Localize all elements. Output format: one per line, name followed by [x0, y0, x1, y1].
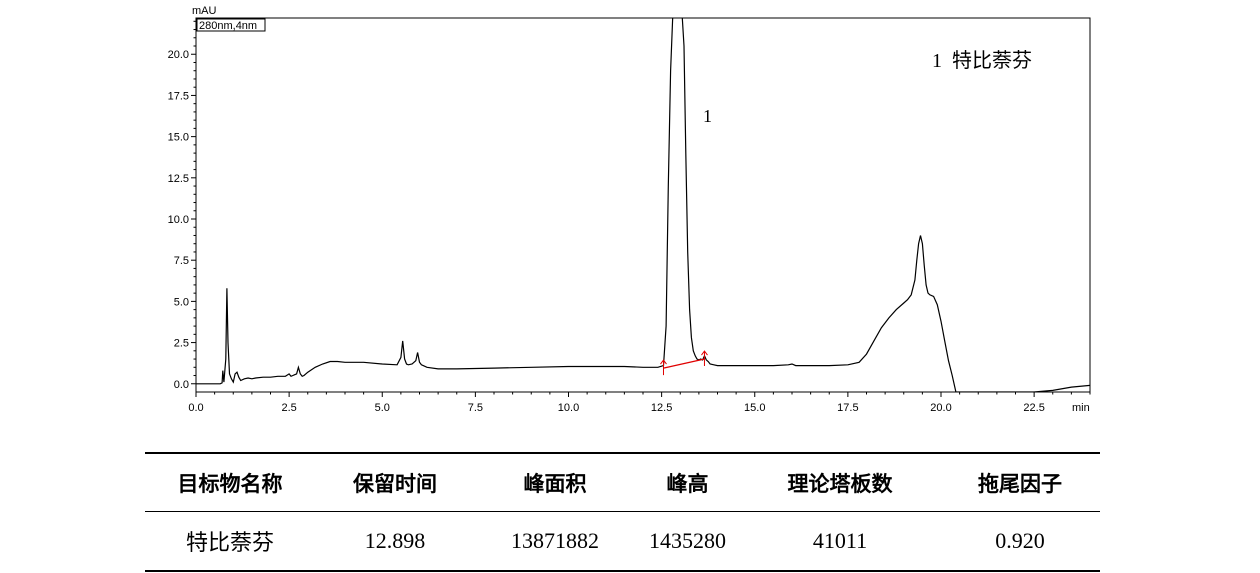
- header-peak-area: 峰面积: [475, 452, 635, 512]
- cell-peak-area: 13871882: [475, 511, 635, 572]
- y-tick-label: 15.0: [168, 132, 189, 144]
- x-tick-label: 12.5: [651, 402, 672, 414]
- x-tick-label: 15.0: [744, 402, 765, 414]
- chromatogram-chart: mAU 280nm,4nm min 0.0 2.5 5.0 7.5 10.0 12.5 15…: [168, 5, 1091, 414]
- header-tailing-factor: 拖尾因子: [940, 452, 1100, 512]
- header-theoretical-plates: 理论塔板数: [740, 452, 940, 512]
- y-ticks: 0.0 2.5 5.0 7.5 10.0 12.5 15.0 17.5 20.0: [168, 20, 196, 391]
- baseline-marker: [660, 359, 667, 376]
- legend-text: 1 特比萘芬: [932, 49, 1032, 72]
- header-peak-height: 峰高: [635, 452, 740, 512]
- y-tick-label: 0.0: [174, 379, 189, 391]
- y-tick-label: 5.0: [174, 296, 189, 308]
- x-ticks: 0.0 2.5 5.0 7.5 10.0 12.5 15.0 17.5 20.0 22.5: [188, 392, 1091, 414]
- header-target-name: 目标物名称: [145, 452, 315, 512]
- y-tick-label: 10.0: [168, 214, 189, 226]
- y-tick-label: 12.5: [168, 173, 189, 185]
- cell-target-name: 特比萘芬: [145, 511, 315, 572]
- chromatogram-trace: [196, 18, 1090, 392]
- header-retention-time: 保留时间: [315, 452, 475, 512]
- cell-tailing-factor: 0.920: [940, 511, 1100, 572]
- cell-retention-time: 12.898: [315, 511, 475, 572]
- y-tick-label: 7.5: [174, 255, 189, 267]
- channel-label-box: [196, 18, 266, 32]
- results-table: 目标物名称 保留时间 峰面积 峰高 理论塔板数 拖尾因子 特比萘芬 12.898…: [145, 452, 1100, 572]
- baseline-line: [663, 358, 705, 369]
- x-tick-label: 2.5: [281, 402, 296, 414]
- y-tick-label: 2.5: [174, 338, 189, 350]
- y-tick-label: 17.5: [168, 90, 189, 102]
- channel-label: 280nm,4nm: [199, 20, 257, 32]
- table-row: 特比萘芬 12.898 13871882 1435280 41011 0.920: [145, 511, 1100, 572]
- baseline-marker: [701, 350, 708, 367]
- x-tick-label: 20.0: [930, 402, 951, 414]
- x-tick-label: 5.0: [375, 402, 390, 414]
- x-tick-label: 7.5: [468, 402, 483, 414]
- y-tick-label: 20.0: [168, 49, 189, 61]
- x-tick-label: 10.0: [558, 402, 579, 414]
- cell-peak-height: 1435280: [635, 511, 740, 572]
- x-tick-label: 22.5: [1023, 402, 1044, 414]
- peak-baseline: [660, 350, 708, 376]
- table-header-row: 目标物名称 保留时间 峰面积 峰高 理论塔板数 拖尾因子: [145, 452, 1100, 512]
- cell-theoretical-plates: 41011: [740, 511, 940, 572]
- x-axis-label: min: [1072, 402, 1090, 414]
- x-tick-label: 17.5: [837, 402, 858, 414]
- x-tick-label: 0.0: [188, 402, 203, 414]
- peak-label: 1: [703, 106, 712, 126]
- plot-frame: [195, 17, 1091, 393]
- y-axis-label: mAU: [192, 5, 217, 17]
